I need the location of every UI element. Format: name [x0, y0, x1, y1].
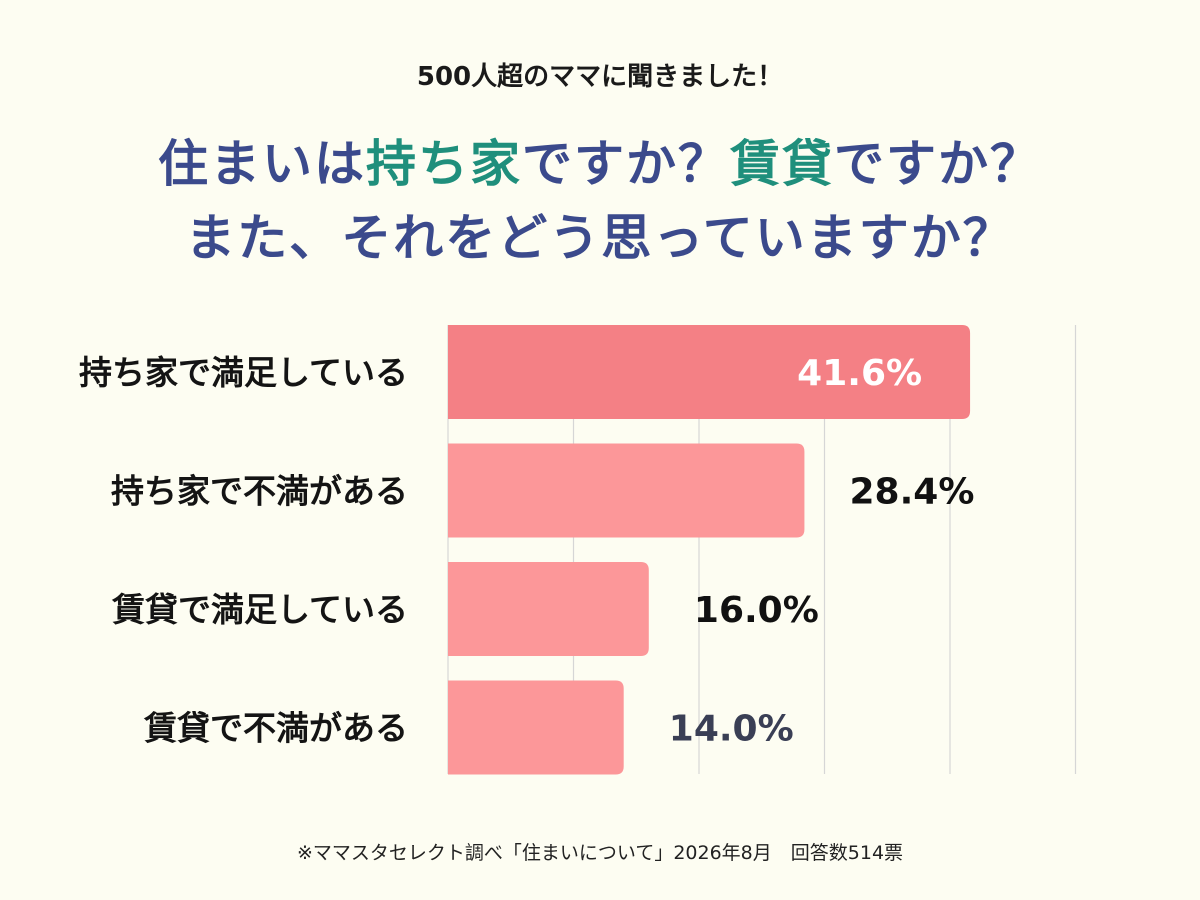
value-label-3: 16.0%: [694, 590, 819, 631]
title-part-3: ですか？: [834, 135, 1042, 193]
value-label-4: 14.0%: [669, 709, 794, 750]
chart-title-line-1: 住まいは持ち家ですか？賃貸ですか？: [0, 124, 1200, 196]
value-label-2: 28.4%: [850, 472, 975, 513]
bar-3: [448, 562, 649, 656]
chart-subtitle: 500人超のママに聞きました！: [416, 62, 784, 92]
title-highlight-owned: 持ち家: [366, 135, 522, 193]
bar-2: [448, 443, 805, 538]
category-label-4: 賃貸で不満がある: [143, 709, 408, 748]
source-note: ※ママスタセレクト調べ「住まいについて」2026年8月 回答数514票: [296, 842, 904, 864]
bar-chart: 持ち家で満足している 41.6% 持ち家で不満がある 28.4% 賃貸で満足している 16…: [79, 325, 1077, 775]
category-label-3: 賃貸で満足している: [111, 590, 408, 629]
bar-1: [448, 325, 971, 419]
title-part-2: ですか？: [522, 135, 730, 193]
title-part-1: 住まいは: [158, 135, 366, 193]
category-label-2: 持ち家で不満がある: [111, 472, 408, 511]
chart-title-line-2: また、それをどう思っていますか？: [185, 209, 1015, 267]
title-highlight-rental: 賃貸: [730, 135, 834, 193]
category-label-1: 持ち家で満足している: [79, 353, 408, 392]
value-label-1: 41.6%: [797, 353, 922, 394]
bar-4: [448, 680, 624, 775]
